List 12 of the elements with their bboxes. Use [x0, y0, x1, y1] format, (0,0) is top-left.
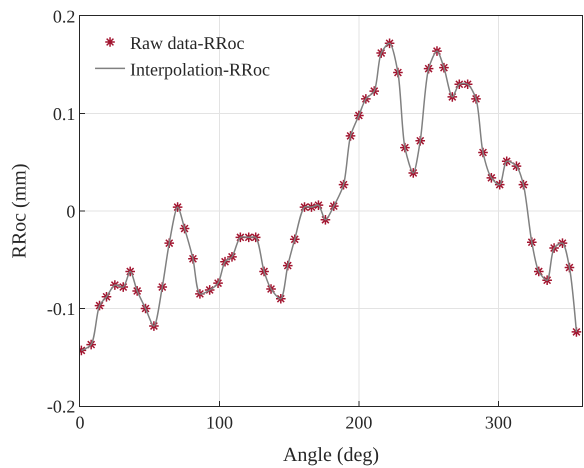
- legend-label: Raw data-RRoc: [130, 33, 245, 54]
- y-tick-label: 0.1: [52, 104, 76, 124]
- x-tick-label: 100: [206, 412, 233, 433]
- y-tick-label: 0: [66, 201, 76, 222]
- y-tick-label: -0.1: [46, 298, 76, 319]
- x-tick-label: 300: [484, 412, 512, 433]
- x-axis-title: Angle (deg): [282, 444, 380, 466]
- legend-label: Interpolation-RRoc: [130, 59, 270, 80]
- y-axis-title: RRoc (mm): [8, 164, 30, 258]
- y-tick-label: -0.2: [46, 396, 76, 416]
- y-tick-label: 0.2: [52, 6, 76, 26]
- x-tick-label: 200: [345, 412, 372, 433]
